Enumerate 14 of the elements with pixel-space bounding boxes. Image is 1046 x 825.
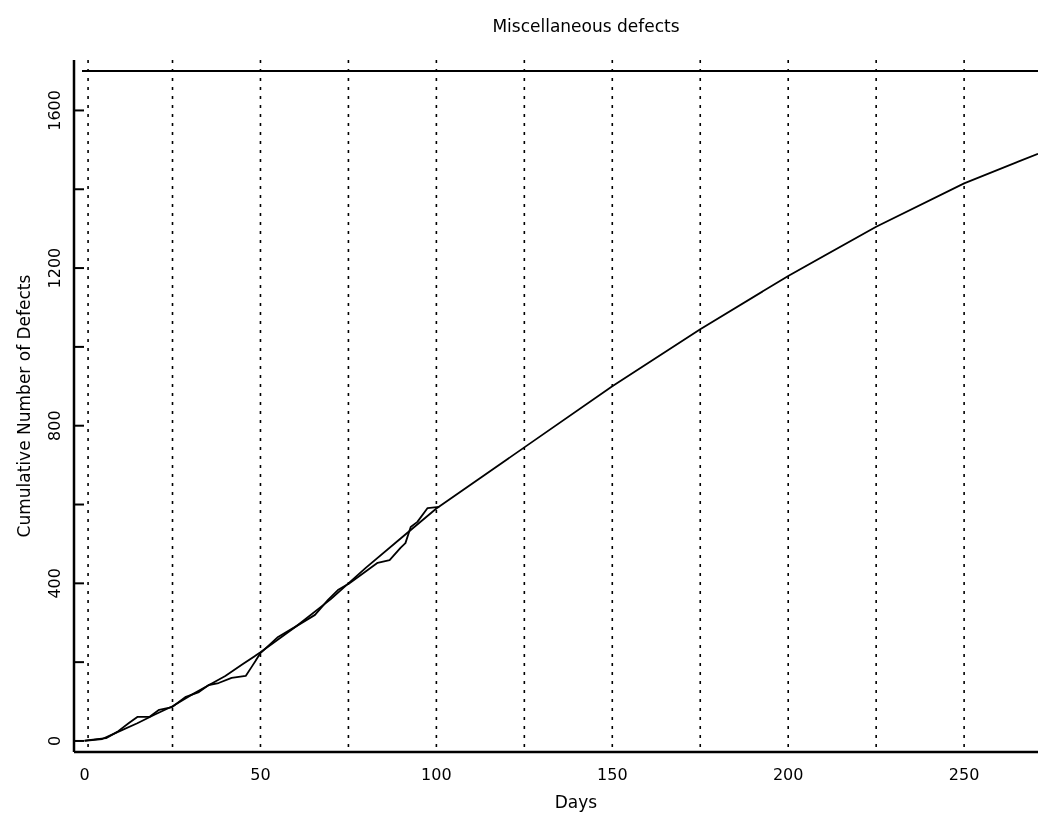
x-tick-label: 50 (250, 765, 271, 784)
y-tick-label: 1600 (45, 90, 64, 131)
y-axis-title: Cumulative Number of Defects (14, 274, 34, 538)
x-tick-label: 0 (79, 765, 90, 784)
y-tick-label: 0 (45, 735, 64, 747)
x-axis-title: Days (554, 792, 598, 812)
chart-title: Miscellaneous defects (492, 16, 680, 36)
y-tick-label: 800 (45, 410, 64, 441)
y-tick-label: 400 (45, 568, 64, 599)
x-tick-label: 250 (948, 765, 980, 784)
x-tick-label: 200 (772, 765, 804, 784)
x-tick-label: 150 (597, 765, 628, 784)
y-tick-label: 1200 (45, 247, 64, 289)
x-tick-label: 100 (421, 765, 452, 784)
